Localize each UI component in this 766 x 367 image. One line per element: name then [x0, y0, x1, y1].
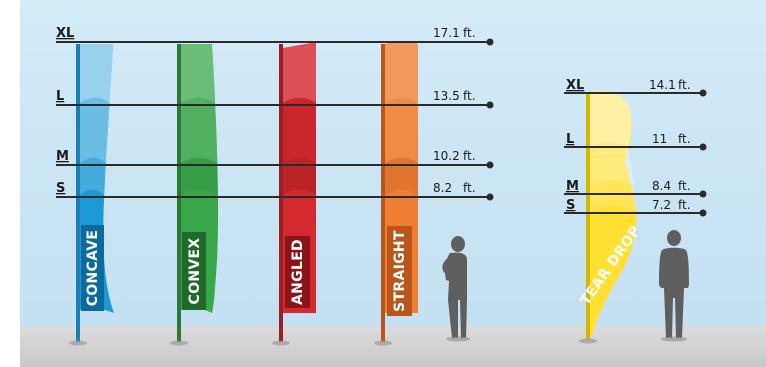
flag-angled-size-xl [283, 42, 316, 103]
flag-angled-size-m [283, 157, 316, 195]
flag-pole [76, 44, 80, 342]
floor [20, 326, 766, 367]
flag-angled-size-l [283, 97, 316, 163]
size-unit-l: ft. [678, 132, 691, 146]
size-letter-xl: XL [566, 78, 584, 93]
flag-pole [177, 44, 181, 342]
flag-label: CONVEX [187, 238, 203, 305]
flag-base [170, 340, 188, 346]
flag-label: ANGLED [290, 239, 306, 305]
flag-label-box [387, 226, 412, 316]
left-size-lines: XL 17.1 ft. L 13.5 ft. M 10.2 ft. S 8.2 … [56, 26, 494, 201]
person-silhouette-icon [659, 230, 689, 338]
flag-convex-size-xl [181, 44, 215, 103]
flag-straight-size-l [385, 97, 418, 163]
size-letter-l: L [566, 132, 574, 147]
flag-concave-size-l [80, 97, 110, 163]
size-line-end-dot [699, 143, 707, 151]
flag-straight-size-xl [385, 41, 418, 103]
flag-straight-size-m [385, 157, 418, 195]
flag-concave-size-m [80, 157, 106, 195]
flag-label: STRAIGHT [392, 230, 408, 312]
size-unit-xl: ft. [463, 26, 476, 40]
flag-label: CONCAVE [85, 230, 101, 307]
size-line-end-dot [699, 190, 707, 198]
size-height-s: 7.2 [652, 198, 671, 212]
size-unit-m: ft. [678, 179, 691, 193]
size-height-l: 13.5 [433, 89, 460, 103]
size-height-xl: 14.1 [649, 78, 676, 92]
flag-concave-size-xl [80, 44, 113, 103]
flag-base [69, 340, 87, 346]
flag-base [272, 340, 290, 346]
size-letter-xl: XL [56, 26, 74, 41]
size-letter-l: L [56, 89, 64, 104]
size-unit-s: ft. [463, 181, 476, 195]
size-unit-s: ft. [678, 198, 691, 212]
flag-base [374, 340, 392, 346]
size-letter-m: M [56, 149, 69, 164]
size-letter-s: S [566, 198, 575, 213]
flag-concave: CONCAVE [69, 44, 114, 346]
size-line-end-dot [486, 161, 494, 169]
flag-base [579, 338, 597, 344]
person-shadow [661, 336, 687, 342]
size-height-l: 11 [652, 132, 667, 146]
size-line-end-dot [699, 89, 707, 97]
size-letter-m: M [566, 179, 579, 194]
flag-teardrop-size-xl [590, 90, 632, 148]
flag-convex: CONVEX [170, 44, 219, 346]
flag-pole [586, 92, 590, 340]
flag-label-box [182, 232, 206, 310]
flag-label-box [285, 236, 310, 308]
flag-convex-size-m [181, 157, 218, 195]
size-height-xl: 17.1 [433, 26, 460, 40]
flag-pole [279, 44, 283, 342]
size-unit-xl: ft. [678, 78, 691, 92]
size-unit-m: ft. [463, 149, 476, 163]
size-letter-s: S [56, 181, 65, 196]
flag-teardrop-size-l [590, 142, 634, 186]
size-line-end-dot [486, 193, 494, 201]
size-unit-l: ft. [463, 89, 476, 103]
size-line-end-dot [486, 38, 494, 46]
size-height-s: 8.2 [433, 181, 452, 195]
person-silhouette-icon [442, 236, 467, 338]
flag-label-box [81, 225, 104, 311]
size-height-m: 10.2 [433, 149, 460, 163]
size-height-m: 8.4 [652, 179, 671, 193]
flag-angled: ANGLED [272, 42, 316, 346]
flag-teardrop-size-m [590, 180, 636, 212]
flag-straight: STRAIGHT [374, 41, 418, 346]
person-shadow [446, 336, 470, 342]
flag-convex-size-l [181, 97, 217, 163]
flag-pole [381, 44, 385, 342]
right-size-lines: XL 14.1 ft. L 11 ft. M 8.4 ft. S 7.2 ft. [564, 78, 707, 217]
size-line-end-dot [486, 101, 494, 109]
size-line-end-dot [699, 209, 707, 217]
